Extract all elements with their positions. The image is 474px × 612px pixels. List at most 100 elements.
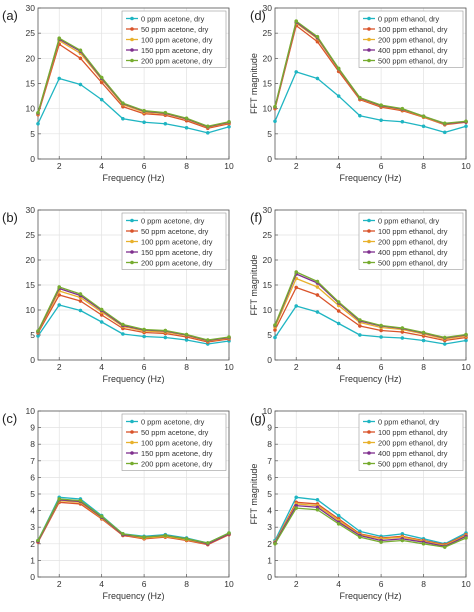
legend-swatch-marker — [367, 229, 371, 233]
data-point — [294, 19, 299, 23]
x-tick-label: 6 — [142, 362, 147, 372]
y-tick-label: 25 — [263, 230, 273, 240]
series-line — [37, 294, 230, 343]
data-point — [99, 75, 104, 80]
data-point — [442, 121, 447, 126]
x-axis-label: Frequency (Hz) — [102, 591, 164, 601]
data-point — [57, 76, 62, 81]
y-tick-label: 0 — [30, 572, 35, 582]
legend-entry: 200 ppm ethanol, dry — [378, 237, 448, 246]
legend-entry: 50 ppm acetone, dry — [141, 227, 209, 236]
legend-swatch-marker — [130, 260, 134, 265]
data-point — [142, 108, 146, 113]
panel-label: (c) — [2, 411, 17, 426]
y-tick-label: 5 — [267, 129, 272, 139]
legend-swatch-marker — [367, 58, 371, 63]
y-tick-label: 15 — [26, 79, 36, 89]
legend-entry: 100 ppm acetone, dry — [141, 35, 213, 44]
x-axis-label: Frequency (Hz) — [339, 173, 401, 183]
data-point — [358, 535, 362, 540]
data-point — [227, 531, 231, 535]
series-line — [274, 501, 467, 546]
data-point — [442, 130, 447, 135]
legend-entry: 500 ppm ethanol, dry — [378, 258, 448, 267]
data-point — [379, 118, 383, 123]
data-point — [121, 531, 125, 536]
y-tick-label: 20 — [26, 255, 36, 265]
data-point — [273, 323, 277, 327]
data-point — [294, 270, 299, 274]
panel-label: (d) — [250, 8, 266, 23]
y-tick-label: 5 — [30, 330, 35, 340]
x-tick-label: 6 — [379, 161, 384, 171]
legend-entry: 400 ppm ethanol, dry — [378, 46, 448, 55]
legend-swatch-marker — [367, 48, 371, 52]
x-tick-label: 2 — [57, 362, 62, 372]
x-tick-label: 10 — [224, 161, 234, 171]
x-axis-label: Frequency (Hz) — [102, 374, 164, 384]
data-point — [421, 330, 426, 335]
y-tick-label: 20 — [263, 53, 273, 63]
series-line — [37, 501, 230, 546]
data-point — [273, 541, 277, 546]
x-tick-label: 4 — [99, 161, 104, 171]
legend-entry: 0 ppm acetone, dry — [141, 417, 205, 426]
data-point — [421, 541, 426, 546]
legend: 0 ppm ethanol, dry 100 ppm ethanol, dry20… — [358, 212, 464, 270]
data-point — [99, 307, 104, 312]
legend: 0 ppm ethanol, dry 100 ppm ethanol, dry20… — [358, 413, 464, 471]
data-point — [36, 538, 40, 543]
legend-swatch-marker — [130, 451, 134, 455]
data-point — [57, 285, 62, 289]
x-tick-label: 10 — [461, 579, 471, 589]
data-point — [78, 498, 83, 503]
legend-entry: 100 ppm acetone, dry — [141, 237, 213, 246]
data-point — [464, 332, 468, 337]
data-point — [336, 309, 341, 313]
y-tick-label: 0 — [267, 355, 272, 365]
x-tick-label: 6 — [379, 579, 384, 589]
data-point — [184, 536, 189, 541]
data-point — [464, 124, 468, 129]
legend-entry: 0 ppm ethanol, dry — [378, 417, 440, 426]
data-point — [121, 322, 125, 327]
y-tick-label: 3 — [267, 522, 272, 532]
y-axis-label: FFT magnitude — [249, 53, 259, 114]
data-point — [227, 335, 231, 339]
data-point — [315, 279, 320, 284]
y-tick-label: 7 — [267, 456, 272, 466]
chart-panel: 0 5 10 15 20 25 30 2 4 6 8 10 Frequency (Hz) FFT magn… — [249, 205, 471, 384]
y-tick-label: 7 — [30, 456, 35, 466]
data-point — [273, 104, 277, 109]
x-tick-label: 8 — [421, 362, 426, 372]
x-tick-label: 6 — [142, 161, 147, 171]
y-tick-label: 5 — [30, 129, 35, 139]
x-tick-label: 2 — [57, 579, 62, 589]
x-tick-label: 10 — [461, 161, 471, 171]
data-point — [99, 313, 104, 317]
legend-entry: 50 ppm acetone, dry — [141, 428, 209, 437]
series-line — [274, 504, 467, 547]
series-line — [274, 71, 467, 133]
data-point — [379, 103, 383, 107]
x-tick-label: 8 — [184, 579, 189, 589]
y-tick-label: 15 — [26, 280, 36, 290]
y-tick-label: 5 — [267, 330, 272, 340]
data-point — [315, 76, 320, 81]
legend-swatch-marker — [130, 58, 134, 63]
legend-entry: 0 ppm acetone, dry — [141, 14, 205, 23]
x-tick-label: 4 — [336, 579, 341, 589]
legend-swatch-marker — [130, 239, 134, 244]
data-point — [464, 119, 468, 124]
legend-entry: 0 ppm ethanol, dry — [378, 14, 440, 23]
chart-panel: 0 5 10 15 20 25 30 2 4 6 8 10 Frequency (Hz) FFT magn… — [249, 3, 471, 183]
legend-entry: 100 ppm acetone, dry — [141, 438, 213, 447]
data-point — [400, 336, 405, 340]
y-tick-label: 25 — [263, 28, 273, 38]
legend-swatch-marker — [130, 229, 134, 233]
y-tick-label: 25 — [26, 230, 36, 240]
data-point — [336, 94, 341, 98]
data-point — [442, 335, 447, 340]
legend-swatch-marker — [367, 419, 371, 424]
